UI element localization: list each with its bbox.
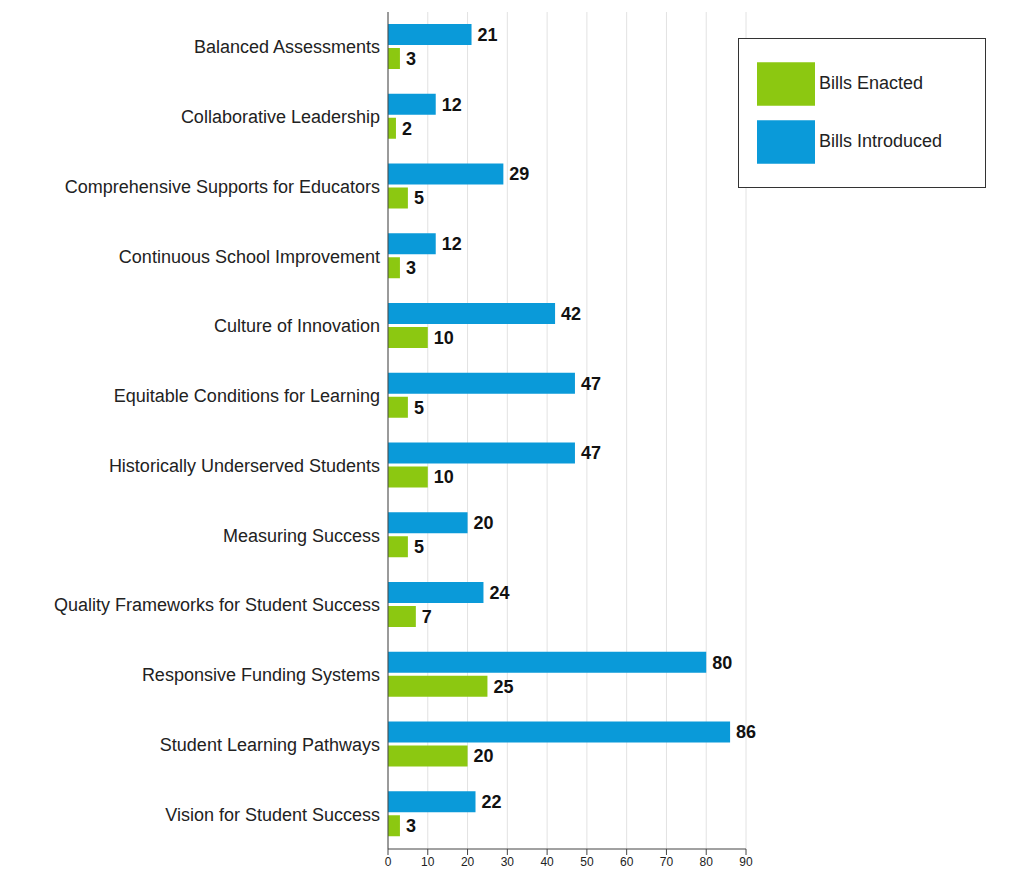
svg-text:25: 25 <box>493 677 513 697</box>
svg-text:42: 42 <box>561 304 581 324</box>
svg-text:21: 21 <box>478 25 498 45</box>
svg-text:5: 5 <box>414 188 424 208</box>
svg-text:29: 29 <box>509 164 529 184</box>
svg-text:5: 5 <box>414 537 424 557</box>
svg-text:47: 47 <box>581 374 601 394</box>
svg-text:Quality Frameworks for Student: Quality Frameworks for Student Success <box>54 595 380 615</box>
svg-text:3: 3 <box>406 258 416 278</box>
svg-text:50: 50 <box>580 855 594 869</box>
svg-text:90: 90 <box>739 855 753 869</box>
svg-text:Vision for Student Success: Vision for Student Success <box>165 805 380 825</box>
svg-text:40: 40 <box>540 855 554 869</box>
svg-text:22: 22 <box>482 792 502 812</box>
svg-text:10: 10 <box>421 855 435 869</box>
svg-text:Measuring Success: Measuring Success <box>223 526 380 546</box>
svg-text:10: 10 <box>434 328 454 348</box>
svg-text:Responsive Funding Systems: Responsive Funding Systems <box>142 665 380 685</box>
svg-text:24: 24 <box>489 583 509 603</box>
svg-text:80: 80 <box>700 855 714 869</box>
svg-text:Balanced Assessments: Balanced Assessments <box>194 37 380 57</box>
svg-text:2: 2 <box>402 119 412 139</box>
svg-text:80: 80 <box>712 653 732 673</box>
svg-text:7: 7 <box>422 607 432 627</box>
svg-text:3: 3 <box>406 49 416 69</box>
svg-text:60: 60 <box>620 855 634 869</box>
svg-text:Comprehensive Supports for Edu: Comprehensive Supports for Educators <box>65 177 380 197</box>
svg-text:86: 86 <box>736 722 756 742</box>
svg-text:Equitable Conditions for Learn: Equitable Conditions for Learning <box>114 386 380 406</box>
svg-text:Collaborative Leadership: Collaborative Leadership <box>181 107 380 127</box>
svg-text:Student Learning Pathways: Student Learning Pathways <box>160 735 380 755</box>
html-text:Bills Enacted: Bills Enacted <box>819 72 924 93</box>
svg-text:0: 0 <box>385 855 392 869</box>
svg-text:Continuous School Improvement: Continuous School Improvement <box>119 247 380 267</box>
svg-text:47: 47 <box>581 443 601 463</box>
svg-text:Culture of Innovation: Culture of Innovation <box>214 316 380 336</box>
html-text:Bills Introduced: Bills Introduced <box>819 130 943 151</box>
svg-text:12: 12 <box>442 95 462 115</box>
svg-text:30: 30 <box>501 855 515 869</box>
svg-text:Historically Underserved Stude: Historically Underserved Students <box>109 456 380 476</box>
svg-text:3: 3 <box>406 816 416 836</box>
svg-text:10: 10 <box>434 467 454 487</box>
svg-text:12: 12 <box>442 234 462 254</box>
svg-text:20: 20 <box>461 855 475 869</box>
svg-text:5: 5 <box>414 398 424 418</box>
svg-text:20: 20 <box>474 746 494 766</box>
svg-text:20: 20 <box>474 513 494 533</box>
svg-text:70: 70 <box>660 855 674 869</box>
